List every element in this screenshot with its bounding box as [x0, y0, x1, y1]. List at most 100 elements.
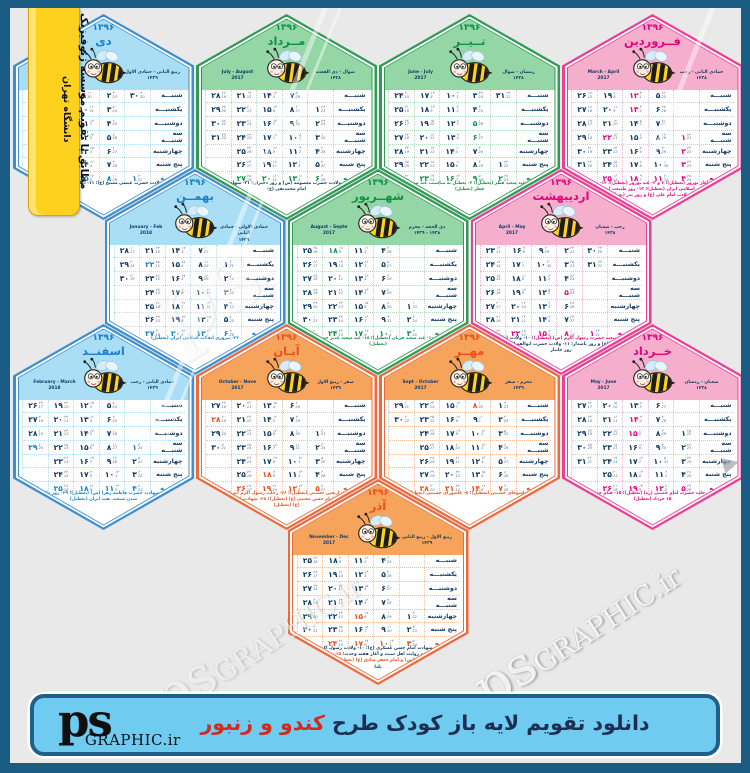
day-cell: ۱ ۳ 23	[307, 427, 332, 440]
day-cell: ۳ ۲۷ 24	[673, 454, 698, 468]
week-row: دوشنبـــه ۴ ۲۶ 24 ۱۱ ۴ 1 ۱۸ ۱۱ 8 ۲۵ ۱۸ 15	[479, 272, 642, 286]
day-cell: ۲۹ ۲۴ 19	[571, 427, 596, 440]
month-grid: شنبـــه ۵ ۲۶ 25 ۱۲ ۳ 1 ۱۹ ۱۰ 8 ۲۶ ۱۷ 15 یکشنبـــه ۶ ۲۷ 2…	[571, 89, 734, 186]
day-cell: ۲۵ ۲۷ 17	[413, 440, 439, 454]
day-cell: ۱۳ ۱۳ 4	[347, 272, 373, 285]
weekday-label: یکشنبـــه	[332, 103, 368, 117]
day-cell: ۲ ۴ 24	[307, 440, 332, 454]
weekday-label: یکشنبـــه	[515, 103, 551, 117]
day-cell: ۲۴ ۱۹ 14	[596, 454, 622, 468]
day-cell: ۱۱ ۱۴ 2	[98, 482, 124, 496]
day-cell: ۲۱ ۱۶ 11	[596, 413, 622, 427]
day-cell-empty	[581, 313, 607, 327]
hijri-label: صفر - ربیع الاول ۱۴۳۹	[317, 379, 354, 392]
day-cell: ۲ ۲۶ 23	[673, 440, 698, 454]
day-cell: ۱۶ ۱۸ 8	[439, 413, 464, 427]
year-label: ۱۳۹۶	[367, 487, 389, 498]
day-cell: ۸ ۳ 29	[647, 427, 673, 440]
day-cell: ۱۴ ۷ 4	[530, 313, 556, 327]
day-cell: ۲۶ ۲۸ 17	[296, 568, 322, 582]
day-cell: ۱۴ ۱۷ 3	[164, 244, 190, 258]
day-cell: ۲۵ ۲۷ 16	[230, 468, 256, 482]
day-cell: ۱۰ ۱۲ 1	[373, 637, 398, 651]
hijri-label: ذی الحجه - محرم ۱۴۳۸ - ۱۴۳۹	[408, 224, 446, 237]
day-cell-empty	[581, 272, 607, 285]
day-cell: ۵ ۸ 24	[98, 399, 124, 413]
month-hex-farvardin: ۱۳۹۶ فــروردین March - April 2017 جمادی ا…	[562, 14, 741, 220]
day-cell: ۷ ۲۸ 27	[647, 117, 673, 130]
month-grid: شنبـــه ۶ ۸ 28 ۱۳ ۱۵ 4 ۲۰ ۲۲ 11 ۲۷ ۲۹ 18 یکشنبـــه ۷ ۹ 2…	[205, 399, 368, 496]
day-cell: ۱۳ ۴ 2	[622, 103, 647, 117]
day-cell: ۲۶ ۲۲ 17	[388, 117, 413, 130]
year-label: ۱۳۹۶	[641, 22, 664, 33]
watermark-psgraphic: psGRAPHIC.ir	[461, 560, 688, 720]
day-cell: ۲۳ ۲۶ 14	[47, 454, 73, 468]
week-row: شنبـــه ۶ ۱ 27 ۱۳ ۸ 3 ۲۰ ۱۵ 10 ۲۷ ۲۲ 17	[571, 399, 734, 414]
day-cell: ۱۷ ۱۵ 8	[256, 130, 281, 144]
day-cell: ۲۰ ۱۶ 11	[413, 130, 439, 144]
weekday-label: سه شنبـــه	[332, 130, 368, 144]
day-cell: ۲۸ ۲۱ 18	[479, 313, 505, 327]
day-cell: ۱ ۲۷ 22	[490, 158, 515, 172]
day-cell: ۲۰ ۲۰ 11	[322, 272, 347, 285]
weekday-label: دوشنبـــه	[149, 427, 185, 440]
week-row: چهارشنبه ۱ ۱ 23 ۸ ۸ 30 ۱۵ ۱۵ 6 ۲۲ ۲۲ 13 ۲۹ ۲۹ 20	[296, 299, 459, 314]
week-row: یکشنبـــه ۶ ۹ 25 ۱۳ ۱۶ 4 ۲۰ ۲۳ 11 ۲۷ ۳۰ 18	[22, 413, 185, 428]
day-cell: ۱۸ ۱۳ 8	[622, 468, 647, 482]
ribbon-text-1: مطابق با تقویم موسسه ژئوفیزیک	[78, 13, 90, 190]
day-cell: ۲۱ ۱۲ 10	[596, 117, 622, 130]
day-cell: ۱۹ ۲۲ 8	[164, 313, 190, 327]
day-cell: ۸ ۱ 28	[556, 327, 581, 341]
weekday-label: چهارشنبه	[607, 299, 642, 313]
weekday-label: چهارشنبه	[332, 144, 368, 158]
day-cell: ۱۸ ۱۴ 9	[413, 103, 439, 117]
weekday-label: شنبـــه	[424, 554, 459, 568]
weekday-label: دوشنبـــه	[332, 427, 368, 440]
day-cell: ۲۸ ۲۶ 19	[205, 89, 230, 103]
hex-content: ۱۳۹۶ خــرداد May - June 2017 شعبان - رمضا…	[567, 329, 738, 525]
gregorian-label: August - Septe 2017	[310, 224, 348, 237]
day-cell: ۱۶ ۱۹ 7	[73, 454, 98, 468]
day-cell: ۱۳ ۱۶ 4	[73, 413, 98, 427]
day-cell-empty	[124, 158, 149, 172]
hex-content: ۱۳۹۶ فــروردین March - April 2017 جمادی ا…	[567, 19, 738, 215]
week-row: چهارشنبه ۳ ۲۷ 24 ۱۰ ۵ 31 ۱۷ ۱۲ 7 ۲۴ ۱۹ 14 ۳۱ ۲۶ 21	[571, 454, 734, 469]
day-cell: ۴ ۶ 26	[490, 440, 515, 454]
day-cell: ۲۶ ۲۸ 17	[230, 482, 256, 496]
day-cell: ۲۱ ۱۹ 12	[230, 89, 256, 103]
day-cell: ۲۶ ۲۱ 16	[596, 482, 622, 496]
footer-banner[interactable]: psGRAPHIC.ir دانلود تقویم لایه باز کودک …	[30, 694, 720, 756]
week-row: یکشنبـــه ۷ ۲ 28 ۱۴ ۹ 4 ۲۱ ۱۶ 11 ۲۸ ۲۳ 18	[571, 413, 734, 428]
weekday-label: دوشنبـــه	[698, 427, 734, 440]
day-cell: ۲۳ ۲۶ 12	[139, 272, 164, 285]
weekday-label: یکشنبـــه	[241, 258, 276, 272]
day-cell: ۲۴ ۲۶ 15	[230, 454, 256, 468]
weekday-label: چهارشنبه	[424, 299, 459, 313]
day-cell: ۴ ۶ 26	[307, 468, 332, 482]
day-cell: ۲ ۴ 23	[98, 89, 124, 103]
ribbon-text-2: دانشگاه تهران	[61, 76, 72, 143]
weekday-label: چهارشنبه	[515, 454, 551, 468]
week-row: یکشنبـــه ۳۱ ۲۴ 21 ۳ ۲۵ 23 ۱۰ ۳ 30 ۱۷ ۱۰ 7 ۲۴ ۱۷ 14	[479, 258, 642, 273]
week-row: پنج شنبه ۶ ۸ 28 ۱۳ ۱۵ 5 ۲۰ ۲۲ 12 ۲۷ ۲۹ 19	[388, 468, 551, 483]
week-row: چهارشنبه ۲ ۲۳ 22 ۹ ۳۰ 29 ۱۶ ۷ 5 ۲۳ ۱۴ 12 ۳۰ ۲۱ 19	[571, 144, 734, 159]
week-row: پنج شنبه ۲ ۲ 24 ۹ ۹ 31 ۱۶ ۱۶ 7 ۲۳ ۲۳ 14 ۳۰ ۱ 21	[296, 313, 459, 328]
week-row: یکشنبـــه ۱ ۴ 21 ۸ ۱۱ 28 ۱۵ ۱۸ 4 ۲۲ ۲۵ 11 ۲۹ ۲ 18	[113, 258, 276, 273]
day-cell: ۲۱ ۱۴ 11	[505, 313, 530, 327]
week-row: پنج شنبه ۵ ۳ 27 ۱۲ ۱۰ 3 ۱۹ ۱۷ 10 ۲۶ ۲۴ 17	[205, 158, 368, 173]
week-row: چهارشنبه ۱ ۳ 22 ۸ ۱۰ 29 ۱۵ ۱۷ 6 ۲۲ ۲۴ 13 ۲۹ ۱ 20	[296, 609, 459, 624]
day-cell: ۱۵ ۱۵ 6	[347, 299, 373, 313]
day-cell: ۲۷ ۲۷ 18	[296, 272, 322, 285]
day-cell: ۳ ۵ 24	[98, 103, 124, 117]
day-cell: ۲۲ ۱۸ 13	[413, 158, 439, 172]
day-cell: ۲ ۲ 24	[398, 313, 424, 327]
hex-content: ۱۳۹۶ آذر November - Dec 2017 ربیع الاول -…	[293, 484, 463, 680]
year-label: ۱۳۹۶	[92, 332, 115, 343]
day-cell: ۱۳ ۱۱ 4	[281, 172, 307, 186]
hijri-label: جمادی الثانی - رجب ۱۴۳۹	[130, 379, 175, 392]
day-cell: ۱۱ ۶ 1	[647, 468, 673, 482]
day-cell-empty	[124, 413, 149, 427]
day-cell: ۵ ۲۷ 25	[556, 285, 581, 299]
weekday-label: یکشنبـــه	[424, 568, 459, 582]
day-cell: ۳ ۳ 25	[398, 327, 424, 341]
